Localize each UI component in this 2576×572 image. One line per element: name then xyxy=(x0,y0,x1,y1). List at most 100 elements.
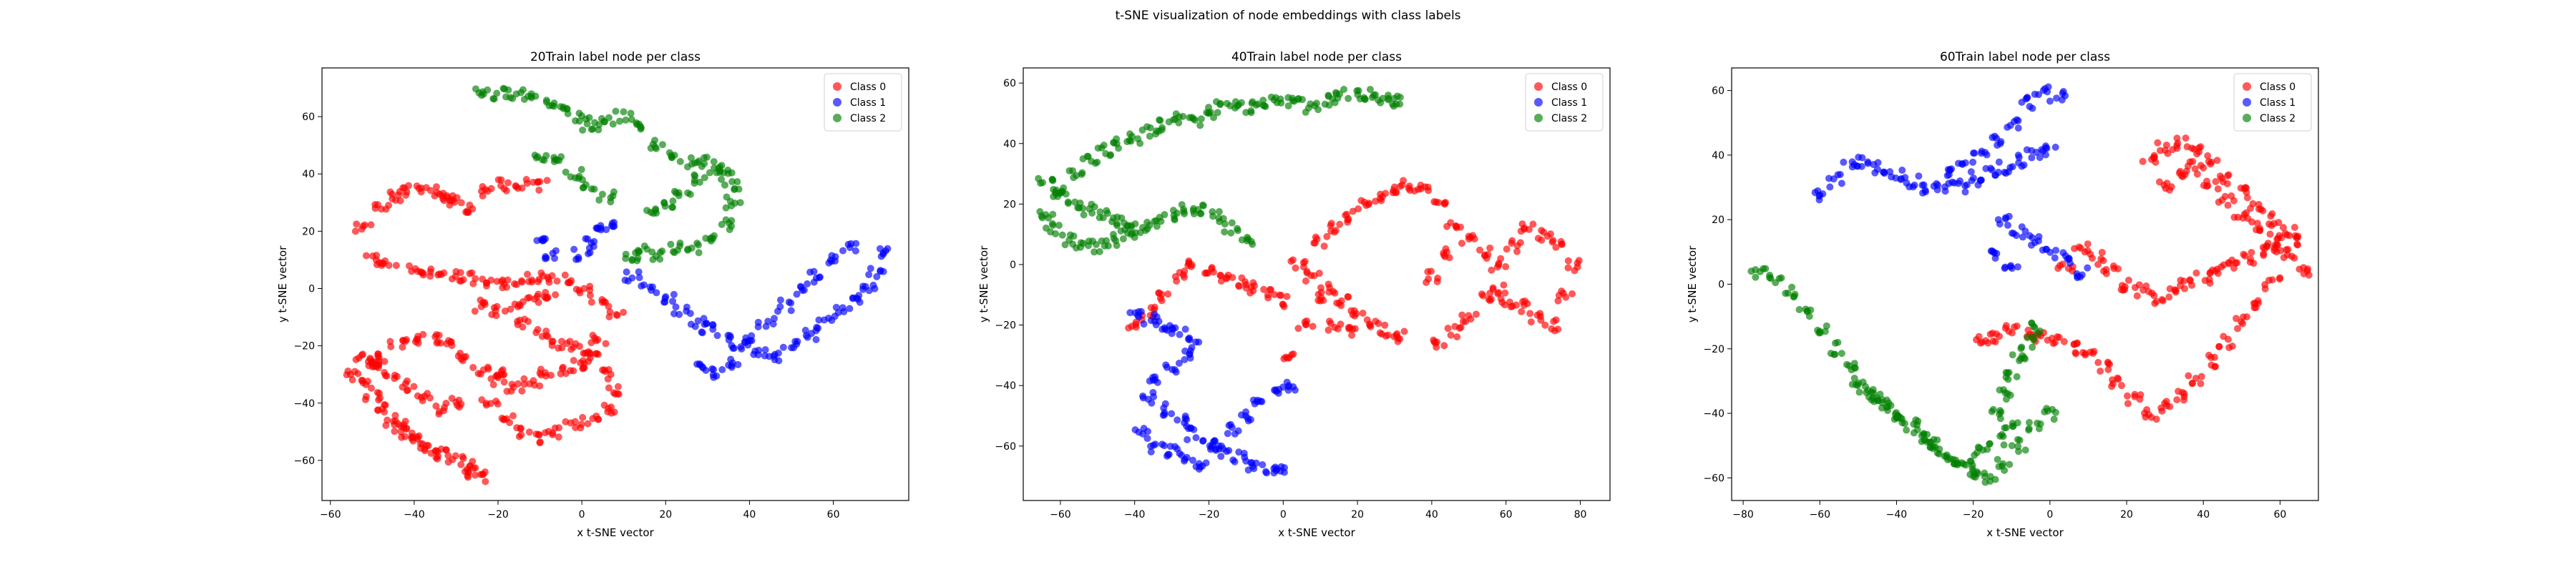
scatter-point-class-0 xyxy=(2070,340,2078,348)
x-tick-label: 40 xyxy=(2197,509,2210,521)
scatter-point-class-1 xyxy=(1247,459,1255,467)
scatter-point-class-1 xyxy=(1958,160,1966,168)
scatter-point-class-0 xyxy=(422,184,430,192)
scatter-point-class-0 xyxy=(535,290,542,298)
scatter-point-class-0 xyxy=(1488,266,1496,274)
scatter-point-class-0 xyxy=(1453,224,1460,232)
scatter-point-class-2 xyxy=(1175,119,1183,127)
scatter-point-class-0 xyxy=(1208,264,1216,272)
scatter-point-class-2 xyxy=(1354,91,1362,99)
scatter-point-class-2 xyxy=(1134,135,1142,143)
scatter-point-class-0 xyxy=(1317,294,1325,302)
scatter-point-class-0 xyxy=(571,418,579,425)
scatter-point-class-1 xyxy=(1941,187,1949,195)
scatter-point-class-0 xyxy=(457,355,465,363)
scatter-point-class-0 xyxy=(383,372,391,380)
scatter-point-class-1 xyxy=(1994,216,2002,224)
scatter-point-class-2 xyxy=(1869,385,1877,393)
scatter-point-class-0 xyxy=(1562,293,1570,301)
scatter-point-class-1 xyxy=(1933,186,1941,194)
scatter-point-class-1 xyxy=(1183,453,1191,461)
scatter-point-class-0 xyxy=(2084,247,2092,255)
scatter-point-class-0 xyxy=(1238,274,1246,282)
scatter-point-class-2 xyxy=(658,247,666,255)
scatter-point-class-2 xyxy=(1953,461,1961,469)
scatter-point-class-0 xyxy=(367,384,375,392)
scatter-point-class-0 xyxy=(401,380,409,388)
scatter-point-class-2 xyxy=(668,154,675,162)
legend-box xyxy=(824,73,902,132)
scatter-point-class-1 xyxy=(1830,175,1838,183)
scatter-point-class-1 xyxy=(672,303,680,311)
x-tick-label: 40 xyxy=(743,509,756,521)
scatter-point-class-0 xyxy=(2179,388,2187,396)
scatter-point-class-1 xyxy=(1836,171,1844,179)
scatter-point-class-2 xyxy=(615,117,623,125)
scatter-point-class-0 xyxy=(517,277,525,285)
scatter-point-class-1 xyxy=(597,226,605,234)
scatter-point-class-2 xyxy=(695,241,703,249)
scatter-point-class-2 xyxy=(1035,174,1043,182)
scatter-point-class-1 xyxy=(1217,453,1225,460)
scatter-point-class-2 xyxy=(2029,343,2036,351)
scatter-point-class-0 xyxy=(2249,199,2257,207)
scatter-point-class-1 xyxy=(785,298,793,306)
scatter-point-class-0 xyxy=(551,424,559,432)
scatter-point-class-1 xyxy=(2027,241,2035,249)
scatter-point-class-2 xyxy=(1878,404,1885,412)
scatter-point-class-1 xyxy=(1229,456,1237,464)
scatter-point-class-2 xyxy=(1277,95,1284,103)
scatter-point-class-1 xyxy=(1991,132,1999,140)
scatter-point-class-0 xyxy=(2070,245,2078,252)
scatter-point-class-0 xyxy=(472,275,479,282)
scatter-point-class-0 xyxy=(523,179,531,187)
scatter-point-class-0 xyxy=(1495,289,1503,297)
scatter-point-class-2 xyxy=(2017,345,2025,352)
scatter-point-class-0 xyxy=(479,192,487,200)
scatter-point-class-2 xyxy=(718,175,726,183)
scatter-point-class-0 xyxy=(2172,287,2180,295)
scatter-point-class-0 xyxy=(1465,312,1473,320)
scatter-point-class-1 xyxy=(575,255,582,263)
scatter-point-class-0 xyxy=(1523,300,1531,307)
scatter-point-class-0 xyxy=(489,381,497,389)
scatter-point-class-2 xyxy=(702,235,710,242)
scatter-point-class-0 xyxy=(544,332,552,340)
scatter-point-class-0 xyxy=(2290,223,2298,231)
scatter-point-class-0 xyxy=(515,433,523,440)
scatter-point-class-2 xyxy=(653,252,660,260)
scatter-point-class-0 xyxy=(466,201,474,209)
scatter-point-class-1 xyxy=(2014,117,2022,124)
scatter-point-class-1 xyxy=(1815,196,1823,204)
scatter-point-class-0 xyxy=(1344,216,1352,224)
scatter-point-class-0 xyxy=(1179,271,1187,279)
scatter-point-class-2 xyxy=(489,94,497,102)
scatter-point-class-2 xyxy=(1831,350,1839,358)
scatter-point-class-0 xyxy=(572,423,580,431)
legend-marker xyxy=(833,82,841,91)
scatter-point-class-0 xyxy=(2184,162,2192,170)
scatter-point-class-1 xyxy=(648,286,655,294)
scatter-point-class-0 xyxy=(432,331,440,339)
subplot-60train: 60Train label node per class −80 −60 −40 −20… xyxy=(1686,50,2319,539)
scatter-point-class-0 xyxy=(2201,277,2209,285)
y-tick-label: 20 xyxy=(302,226,315,237)
scatter-point-class-2 xyxy=(1996,415,2004,423)
scatter-point-class-2 xyxy=(1060,184,1068,192)
scatter-point-class-2 xyxy=(2006,391,2014,399)
scatter-point-class-1 xyxy=(1880,169,1888,177)
scatter-point-class-0 xyxy=(2173,134,2181,142)
scatter-point-class-0 xyxy=(2220,261,2228,269)
scatter-point-class-2 xyxy=(1377,99,1385,107)
scatter-point-class-1 xyxy=(2034,237,2042,245)
scatter-point-class-0 xyxy=(1540,228,1548,236)
scatter-point-class-2 xyxy=(687,154,695,162)
scatter-point-class-0 xyxy=(2300,264,2308,272)
scatter-point-class-1 xyxy=(713,332,721,340)
scatter-point-class-2 xyxy=(1216,101,1224,109)
scatter-point-class-0 xyxy=(1462,317,1470,325)
scatter-point-class-0 xyxy=(477,470,484,478)
scatter-point-class-0 xyxy=(613,310,620,318)
scatter-point-class-0 xyxy=(1458,240,1465,247)
scatter-point-class-1 xyxy=(638,282,645,290)
